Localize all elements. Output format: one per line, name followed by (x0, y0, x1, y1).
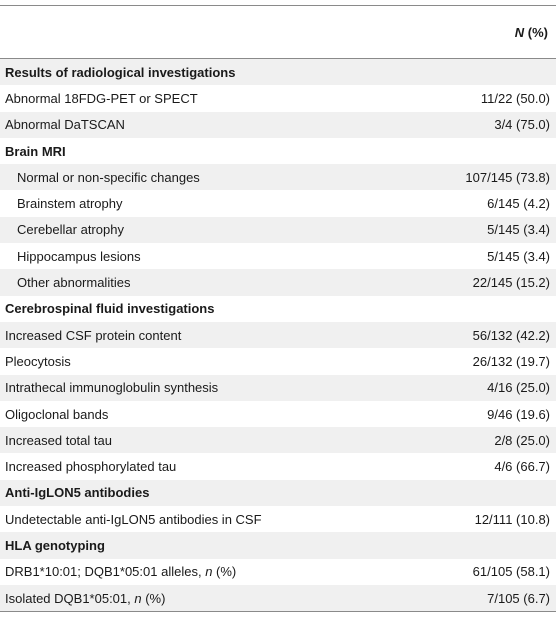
row-label: Pleocytosis (0, 354, 350, 369)
row-value: 12/111 (10.8) (474, 511, 550, 527)
row-label-text: Abnormal DaTSCAN (5, 117, 125, 133)
row-label: Increased total tau (0, 433, 350, 448)
row-label-text: Pleocytosis (5, 353, 71, 369)
row-label: Increased CSF protein content (0, 328, 350, 343)
row-label-italic: n (134, 590, 142, 606)
table-bottom-rule (0, 611, 556, 613)
row-value: 4/6 (66.7) (494, 459, 550, 475)
row-label-text: Hippocampus lesions (17, 248, 141, 264)
table-body: Results of radiological investigations Ab… (0, 59, 556, 612)
table-row: Increased phosphorylated tau 4/6 (66.7) (0, 453, 556, 479)
table-row: Abnormal DaTSCAN 3/4 (75.0) (0, 111, 556, 138)
row-label-text: Increased total tau (5, 432, 112, 448)
section-header-row: Brain MRI (0, 138, 556, 164)
row-label: Hippocampus lesions (0, 249, 350, 264)
row-value: 26/132 (19.7) (472, 353, 550, 369)
table-row: DRB1*10:01; DQB1*05:01 alleles, n (%) 61/… (0, 559, 556, 585)
row-value: 22/145 (15.2) (472, 275, 550, 291)
row-label-text: Increased phosphorylated tau (5, 459, 177, 475)
table-row: Increased CSF protein content 56/132 (42.… (0, 321, 556, 349)
row-label: DRB1*10:01; DQB1*05:01 alleles, n (%) (0, 564, 350, 579)
row-label: Cerebellar atrophy (0, 222, 350, 237)
row-label-text: Results of radiological investigations (5, 64, 236, 80)
table-row: Intrathecal immunoglobulin synthesis 4/16… (0, 374, 556, 401)
row-label: Increased phosphorylated tau (0, 459, 350, 474)
section-header-row: HLA genotyping (0, 532, 556, 559)
table-row: Hippocampus lesions 5/145 (3.4) (0, 243, 556, 269)
row-value: 5/145 (3.4) (487, 248, 550, 264)
row-label-text: Cerebellar atrophy (17, 222, 124, 238)
table-row: Brainstem atrophy 6/145 (4.2) (0, 190, 556, 216)
row-label-text: Anti-IgLON5 antibodies (5, 485, 150, 501)
row-label-text: Undetectable anti-IgLON5 antibodies in C… (5, 511, 262, 527)
row-label-suffix: (%) (212, 564, 237, 580)
table-row: Cerebellar atrophy 5/145 (3.4) (0, 216, 556, 244)
row-label: Oligoclonal bands (0, 407, 350, 422)
row-label-text: Brainstem atrophy (17, 196, 123, 212)
row-label-text: Cerebrospinal fluid investigations (5, 301, 215, 317)
row-label-text: Abnormal 18FDG-PET or SPECT (5, 90, 198, 106)
row-label: Isolated DQB1*05:01, n (%) (0, 591, 350, 606)
section-title: Cerebrospinal fluid investigations (0, 301, 350, 316)
row-value: 6/145 (4.2) (487, 196, 550, 212)
row-label: Normal or non-specific changes (0, 170, 350, 185)
row-label: Brainstem atrophy (0, 196, 350, 211)
row-value: 5/145 (3.4) (487, 222, 550, 238)
row-value: 4/16 (25.0) (487, 380, 550, 396)
table-row: Increased total tau 2/8 (25.0) (0, 427, 556, 454)
header-percent: (%) (524, 24, 548, 40)
table-row: Isolated DQB1*05:01, n (%) 7/105 (6.7) (0, 584, 556, 612)
section-title: Brain MRI (0, 144, 350, 159)
section-title: Results of radiological investigations (0, 65, 350, 80)
row-label-text: DRB1*10:01; DQB1*05:01 alleles, (5, 564, 206, 580)
table-row: Normal or non-specific changes 107/145 (7… (0, 164, 556, 191)
row-label-suffix: (%) (141, 590, 166, 606)
section-header-row: Results of radiological investigations (0, 59, 556, 86)
row-label: Undetectable anti-IgLON5 antibodies in C… (0, 512, 350, 527)
row-label-text: Increased CSF protein content (5, 327, 182, 343)
table-row: Undetectable anti-IgLON5 antibodies in C… (0, 506, 556, 532)
row-label: Abnormal DaTSCAN (0, 117, 350, 132)
row-value: 107/145 (73.8) (465, 169, 550, 185)
header-n-percent: N (%) (348, 25, 556, 40)
row-label-text: Brain MRI (5, 143, 66, 159)
table-row: Other abnormalities 22/145 (15.2) (0, 269, 556, 296)
row-label-text: Normal or non-specific changes (17, 169, 200, 185)
row-value: 2/8 (25.0) (494, 432, 550, 448)
section-header-row: Anti-IgLON5 antibodies (0, 479, 556, 507)
row-value: 9/46 (19.6) (487, 406, 550, 422)
results-table: N (%) Results of radiological investigat… (0, 5, 556, 613)
row-value: 61/105 (58.1) (472, 564, 550, 580)
section-header-row: Cerebrospinal fluid investigations (0, 296, 556, 322)
row-label: Other abnormalities (0, 275, 350, 290)
table-header-rule (0, 58, 556, 59)
table-row: Pleocytosis 26/132 (19.7) (0, 348, 556, 374)
table-row: Oligoclonal bands 9/46 (19.6) (0, 401, 556, 427)
row-label-text: Other abnormalities (17, 275, 131, 291)
row-label-text: HLA genotyping (5, 537, 105, 553)
table-header-row: N (%) (0, 6, 556, 58)
row-value: 3/4 (75.0) (494, 117, 550, 133)
section-title: HLA genotyping (0, 538, 350, 553)
table-top-rule (0, 5, 556, 6)
row-value: 11/22 (50.0) (480, 90, 550, 106)
header-n-symbol: N (514, 24, 525, 40)
row-label: Abnormal 18FDG-PET or SPECT (0, 91, 350, 106)
table-row: Abnormal 18FDG-PET or SPECT 11/22 (50.0) (0, 85, 556, 111)
row-label: Intrathecal immunoglobulin synthesis (0, 380, 350, 395)
row-value: 56/132 (42.2) (472, 327, 550, 343)
row-label-italic: n (205, 564, 213, 580)
row-label-text: Oligoclonal bands (5, 406, 109, 422)
section-title: Anti-IgLON5 antibodies (0, 485, 350, 500)
row-value: 7/105 (6.7) (487, 590, 550, 606)
row-label-text: Intrathecal immunoglobulin synthesis (5, 380, 219, 396)
row-label-text: Isolated DQB1*05:01, (5, 590, 135, 606)
